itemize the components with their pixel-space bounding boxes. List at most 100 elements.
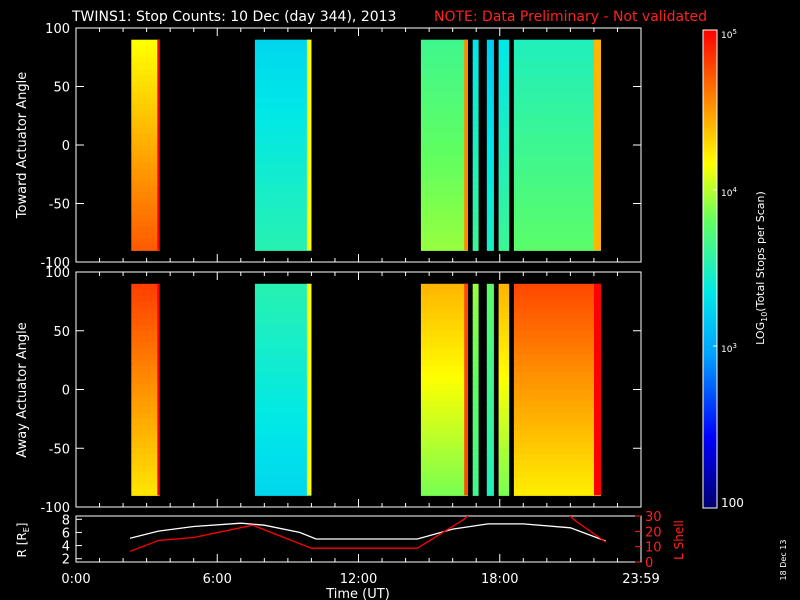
away-cell xyxy=(131,289,160,297)
away-cell xyxy=(513,366,601,373)
toward-cell xyxy=(513,174,601,181)
toward-cell xyxy=(498,156,510,164)
away-cell xyxy=(131,342,160,349)
toward-cell xyxy=(254,150,312,158)
orbit-ylabel-left: R [RE] xyxy=(15,523,31,558)
toward-cell xyxy=(420,162,468,169)
away-cell xyxy=(513,483,601,490)
toward-cell xyxy=(420,74,468,82)
toward-cell xyxy=(498,86,510,93)
toward-cell xyxy=(498,57,510,64)
toward-cell xyxy=(420,232,468,240)
away-cell xyxy=(486,395,494,402)
away-cell xyxy=(498,489,510,496)
away-cell xyxy=(131,418,160,426)
colorbar-tick-low: 103 xyxy=(721,342,737,355)
toward-band-2 xyxy=(420,39,468,251)
away-cell xyxy=(254,424,312,432)
away-cell xyxy=(420,454,468,461)
away-cell xyxy=(254,289,312,297)
toward-cell xyxy=(131,209,160,216)
away-cell xyxy=(498,483,510,490)
away-cell xyxy=(498,436,510,443)
away-cell xyxy=(486,442,494,449)
away-cell xyxy=(420,436,468,443)
toward-cell xyxy=(513,238,601,245)
away-cell xyxy=(131,301,160,308)
toward-cell xyxy=(472,104,479,111)
away-cell xyxy=(131,295,160,302)
toward-cell xyxy=(131,150,160,158)
away-cell xyxy=(254,295,312,302)
toward-cell xyxy=(420,69,468,76)
away-cell xyxy=(420,424,468,432)
away-cell xyxy=(131,383,160,391)
away-cell xyxy=(420,319,468,326)
away-cell xyxy=(513,460,601,467)
toward-cell xyxy=(131,98,160,105)
away-cell xyxy=(498,418,510,426)
away-cell xyxy=(254,354,312,361)
toward-cell xyxy=(420,63,468,70)
away-band-2 xyxy=(420,283,468,496)
toward-cell xyxy=(254,92,312,99)
away-cell xyxy=(472,330,479,338)
away-cell xyxy=(420,324,468,332)
date-stamp: 18 Dec 13 xyxy=(779,540,788,581)
away-cell xyxy=(486,371,494,379)
toward-cell xyxy=(254,80,312,88)
toward-cell xyxy=(513,57,601,64)
colorbar-tick-top: 105 xyxy=(721,28,737,41)
toward-cell xyxy=(131,168,160,175)
toward-cell xyxy=(513,221,601,228)
away-cell xyxy=(498,448,510,455)
orbit-ytick-right-label: 30 xyxy=(645,510,662,525)
toward-ytick-label: 50 xyxy=(53,81,70,96)
toward-cell xyxy=(472,191,479,199)
toward-cell xyxy=(486,226,494,234)
away-cell xyxy=(254,313,312,320)
toward-cell xyxy=(498,174,510,181)
toward-cell xyxy=(254,98,312,105)
toward-cell xyxy=(420,86,468,93)
toward-cell xyxy=(131,186,160,193)
toward-cell xyxy=(254,127,312,134)
toward-cell xyxy=(513,226,601,234)
away-cell xyxy=(472,471,479,479)
toward-cell xyxy=(131,109,160,117)
toward-cell xyxy=(513,115,601,123)
colorbar-label: LOG10(Total Stops per Scan) xyxy=(754,191,769,345)
away-cell xyxy=(472,465,479,473)
away-cell xyxy=(498,330,510,338)
away-cell xyxy=(420,295,468,302)
toward-cell xyxy=(472,121,479,128)
preliminary-note: NOTE: Data Preliminary - Not validated xyxy=(434,9,707,25)
away-cell xyxy=(254,460,312,467)
orbit-series-group xyxy=(129,516,607,552)
toward-cell xyxy=(498,121,510,128)
toward-cell xyxy=(486,209,494,216)
toward-cell xyxy=(498,145,510,152)
toward-cell xyxy=(513,191,601,199)
toward-cell xyxy=(486,80,494,88)
away-band-5 xyxy=(498,283,510,496)
toward-cell xyxy=(513,109,601,117)
away-cell xyxy=(131,489,160,496)
away-cell xyxy=(131,377,160,385)
away-cell xyxy=(472,413,479,420)
toward-cell xyxy=(420,57,468,64)
toward-cell xyxy=(472,238,479,245)
away-cell xyxy=(131,354,160,361)
toward-cell xyxy=(472,109,479,117)
toward-cell xyxy=(513,86,601,93)
away-cell xyxy=(254,407,312,414)
toward-cell xyxy=(498,133,510,140)
away-cell xyxy=(420,448,468,455)
toward-cell xyxy=(472,80,479,88)
away-cell xyxy=(472,354,479,361)
toward-cell xyxy=(486,104,494,111)
toward-cell xyxy=(472,203,479,210)
away-cell xyxy=(254,465,312,473)
away-cell xyxy=(472,442,479,449)
toward-cell xyxy=(131,174,160,181)
